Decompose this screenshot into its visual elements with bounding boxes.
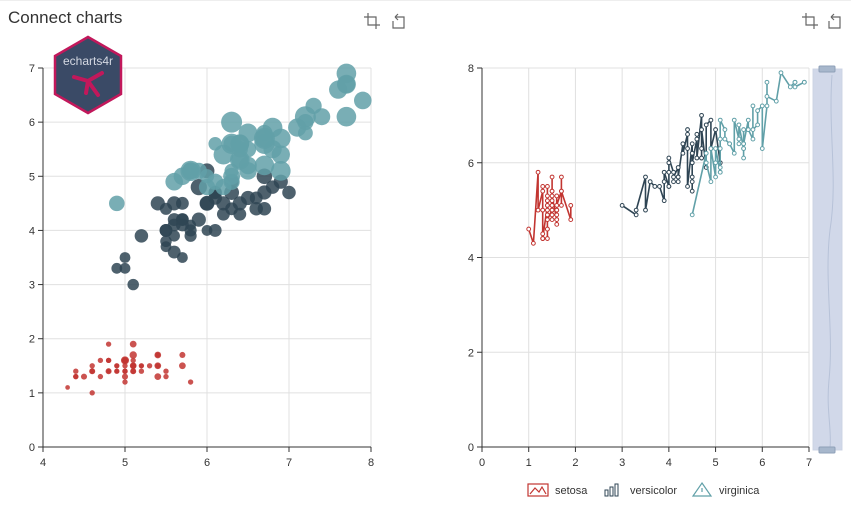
scatter-point[interactable] — [336, 106, 357, 127]
scatter-point[interactable] — [313, 108, 331, 126]
scatter-point[interactable] — [134, 229, 149, 243]
page-title: Connect charts — [8, 8, 123, 27]
scatter-point[interactable] — [89, 363, 95, 369]
x-tick-label: 4 — [40, 457, 46, 469]
scatter-point[interactable] — [213, 144, 234, 165]
scatter-point[interactable] — [167, 245, 181, 259]
scatter-point[interactable] — [297, 125, 313, 141]
scatter-point[interactable] — [129, 340, 137, 348]
scatter-point[interactable] — [249, 202, 263, 216]
scatter-point[interactable] — [198, 178, 216, 196]
y-tick-label: 7 — [29, 63, 35, 75]
scatter-point[interactable] — [73, 373, 79, 380]
scatter-point[interactable] — [89, 390, 95, 396]
scatter-point[interactable] — [270, 161, 291, 181]
scatter-point[interactable] — [73, 368, 79, 374]
scatter-point[interactable] — [97, 373, 104, 380]
y-tick-label: 0 — [29, 442, 35, 454]
scatter-point[interactable] — [105, 368, 112, 375]
scatter-point[interactable] — [187, 379, 194, 385]
scatter-point[interactable] — [179, 362, 186, 370]
x-tick-label: 8 — [368, 457, 374, 469]
scatter-point[interactable] — [119, 262, 131, 274]
scatter-point[interactable] — [175, 218, 189, 232]
scatter-point[interactable] — [122, 363, 128, 369]
scatter-point[interactable] — [129, 351, 137, 359]
scatter-point[interactable] — [208, 191, 222, 205]
scatter-point[interactable] — [257, 185, 272, 200]
scatter-point[interactable] — [160, 241, 172, 253]
scatter-point[interactable] — [139, 363, 144, 369]
scatter-points — [65, 63, 372, 396]
scatter-point[interactable] — [216, 207, 230, 221]
scatter-point[interactable] — [282, 185, 296, 200]
scatter-point[interactable] — [122, 368, 128, 374]
scatter-point[interactable] — [208, 224, 222, 237]
y-tick-label: 4 — [29, 225, 35, 237]
scatter-point[interactable] — [130, 368, 137, 375]
y-tick-label: 1 — [29, 388, 35, 400]
y-tick-label: 3 — [29, 280, 35, 292]
scatter-point[interactable] — [165, 172, 183, 191]
scatter-point[interactable] — [105, 357, 112, 364]
echarts4r-logo: echarts4r — [53, 35, 123, 115]
scatter-point[interactable] — [154, 362, 162, 370]
scatter-point[interactable] — [127, 278, 139, 291]
scatter-point[interactable] — [105, 341, 112, 347]
scatter-point[interactable] — [120, 356, 130, 365]
scatter-point[interactable] — [80, 373, 88, 380]
scatter-point[interactable] — [146, 363, 153, 369]
top-rule — [0, 0, 851, 1]
y-tick-label: 2 — [29, 334, 35, 346]
scatter-point[interactable] — [138, 368, 145, 374]
scatter-point[interactable] — [271, 145, 290, 164]
scatter-point[interactable] — [231, 141, 248, 158]
scatter-point[interactable] — [130, 357, 136, 364]
scatter-point[interactable] — [179, 351, 186, 358]
scatter-point[interactable] — [163, 368, 169, 374]
scatter-point[interactable] — [155, 352, 161, 358]
scatter-axis-ticks: 4 5 6 7 8 0 1 2 3 4 5 6 7 — [29, 63, 374, 469]
y-tick-label: 5 — [29, 171, 35, 183]
scatter-series-virginica — [109, 63, 372, 212]
scatter-point[interactable] — [65, 385, 70, 390]
x-tick-label: 6 — [204, 457, 210, 469]
restore-icon[interactable] — [392, 13, 405, 29]
scatter-point[interactable] — [337, 75, 356, 94]
scatter-point[interactable] — [89, 368, 95, 374]
svg-text:echarts4r: echarts4r — [63, 54, 113, 68]
scatter-point[interactable] — [254, 155, 275, 176]
scatter-point[interactable] — [297, 114, 314, 131]
scatter-point[interactable] — [119, 252, 131, 263]
scatter-point[interactable] — [109, 195, 125, 212]
scatter-point[interactable] — [239, 156, 257, 175]
scatter-point[interactable] — [253, 127, 275, 149]
scatter-point[interactable] — [121, 373, 129, 380]
scatter-point[interactable] — [114, 368, 120, 374]
scatter-point[interactable] — [159, 202, 173, 215]
scatter-point[interactable] — [130, 363, 136, 369]
scatter-point[interactable] — [354, 91, 372, 110]
x-tick-label: 7 — [286, 457, 292, 469]
scatter-series-setosa — [65, 340, 194, 396]
scatter-point[interactable] — [221, 111, 243, 133]
y-tick-label: 6 — [29, 117, 35, 129]
scatter-point[interactable] — [177, 252, 188, 263]
scatter-point[interactable] — [159, 224, 173, 237]
scatter-point[interactable] — [163, 373, 169, 380]
scatter-point[interactable] — [122, 379, 128, 385]
scatter-point[interactable] — [190, 162, 207, 179]
scatter-point[interactable] — [154, 373, 162, 380]
zoom-icon[interactable] — [364, 13, 380, 29]
scatter-point[interactable] — [223, 167, 241, 185]
scatter-point[interactable] — [114, 363, 120, 369]
scatter-point[interactable] — [111, 262, 123, 274]
scatter-point[interactable] — [97, 357, 104, 364]
x-tick-label: 5 — [122, 457, 128, 469]
